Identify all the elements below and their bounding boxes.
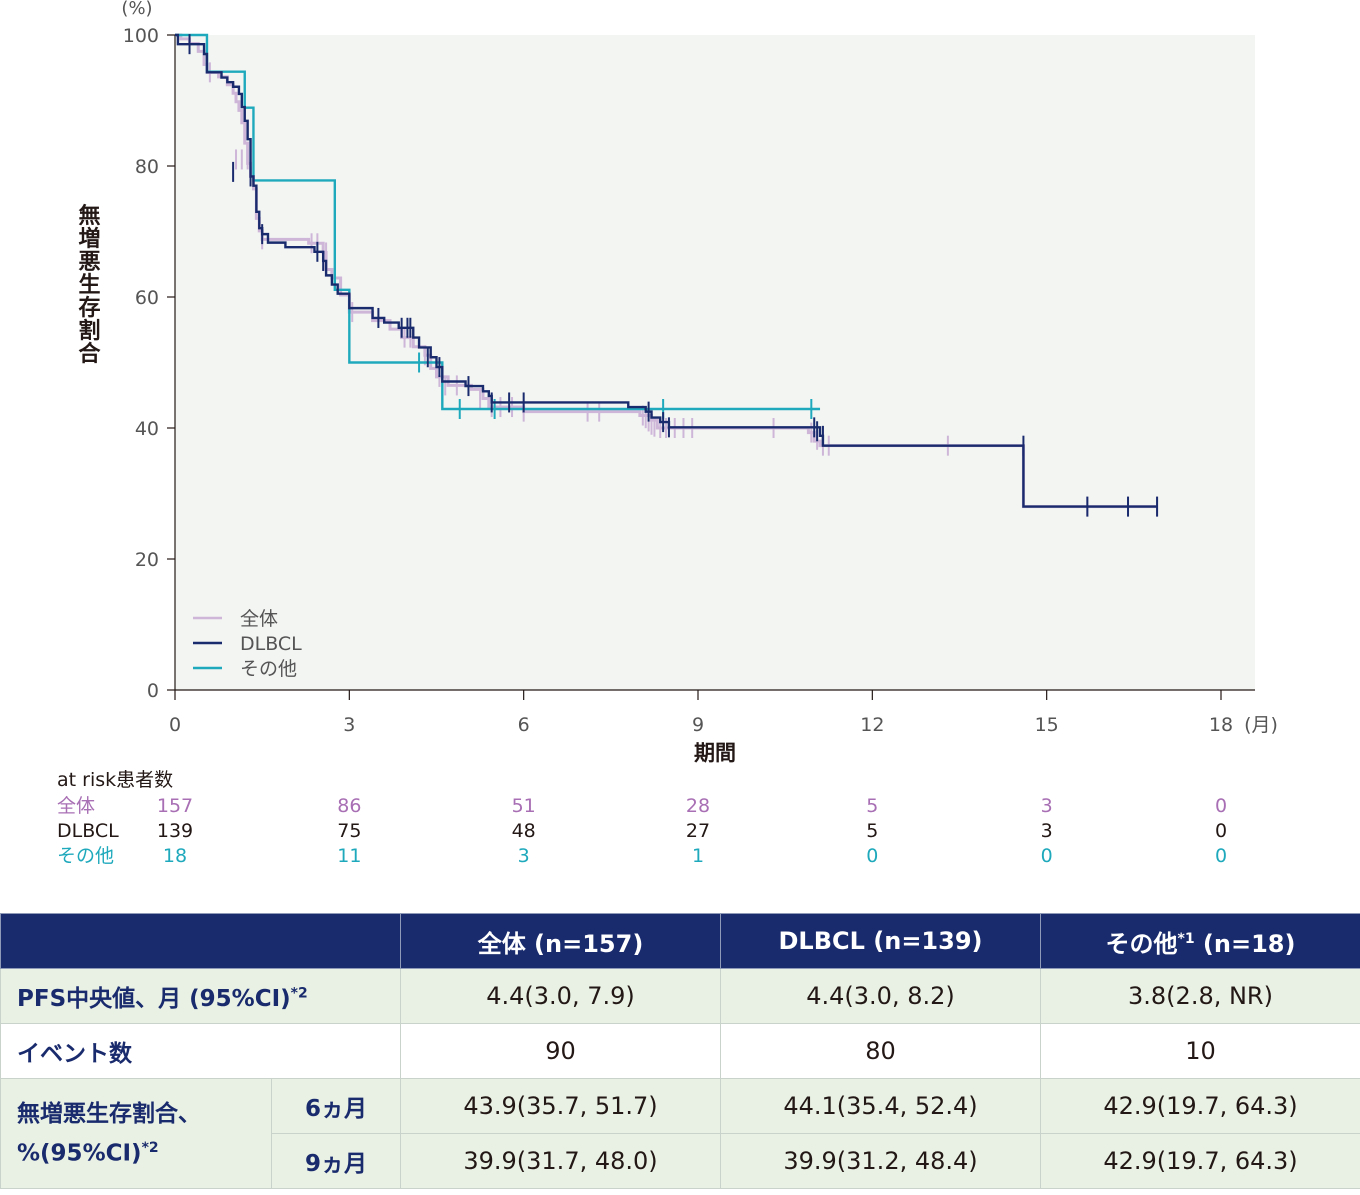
legend-label: DLBCL <box>240 633 302 655</box>
x-tick-label: 12 <box>860 714 884 736</box>
events-dlbcl: 80 <box>720 1023 1041 1079</box>
pfs-dlbcl: 4.4(3.0, 8.2) <box>720 968 1041 1024</box>
header-other: その他*1 (n=18) <box>1040 913 1360 969</box>
pfs-footnote: *2 <box>290 985 308 1002</box>
at-risk-value: 48 <box>512 820 536 842</box>
at-risk-value: 0 <box>866 845 878 867</box>
at-risk-row-label: その他 <box>57 845 114 867</box>
at-risk-value: 51 <box>512 795 536 817</box>
km-curve-全体 <box>175 33 1158 509</box>
rate-6m-overall: 43.9(35.7, 51.7) <box>400 1078 721 1134</box>
at-risk-value: 157 <box>157 795 193 817</box>
y-unit-label: (%) <box>121 0 152 19</box>
y-axis-title: 無増悪生存割合 <box>75 203 101 365</box>
y-tick-label: 40 <box>135 418 159 440</box>
pfs-median-label-text: PFS中央値、月 (95%CI) <box>17 986 291 1012</box>
at-risk-value: 5 <box>866 820 878 842</box>
pfs-rate-footnote: *2 <box>141 1139 159 1156</box>
at-risk-value: 0 <box>1215 795 1227 817</box>
x-axis-title: 期間 <box>694 741 736 765</box>
header-other-n: (n=18) <box>1194 929 1296 958</box>
at-risk-value: 0 <box>1041 845 1053 867</box>
rate-6m-dlbcl: 44.1(35.4, 52.4) <box>720 1078 1041 1134</box>
at-risk-value: 27 <box>686 820 710 842</box>
x-unit-label: (月) <box>1244 714 1278 736</box>
legend-label: その他 <box>240 658 297 680</box>
pfs-median-label: PFS中央値、月 (95%CI)*2 <box>0 968 401 1024</box>
plot-background <box>175 35 1255 690</box>
at-risk-title: at risk患者数 <box>57 769 173 791</box>
summary-header-row: 全体 (n=157) DLBCL (n=139) その他*1 (n=18) <box>0 913 1360 969</box>
y-tick-label: 100 <box>123 25 159 47</box>
at-risk-value: 75 <box>337 820 361 842</box>
at-risk-value: 1 <box>692 845 704 867</box>
x-tick-label: 3 <box>343 714 355 736</box>
at-risk-value: 18 <box>163 845 187 867</box>
at-risk-value: 86 <box>337 795 361 817</box>
km-curve-DLBCL <box>175 33 1158 508</box>
pfs-other: 3.8(2.8, NR) <box>1040 968 1360 1024</box>
at-risk-value: 139 <box>157 820 193 842</box>
legend: 全体 DLBCL その他 <box>193 608 302 680</box>
summary-table: 全体 (n=157) DLBCL (n=139) その他*1 (n=18) PF… <box>0 913 1360 1189</box>
rate-6m-other: 42.9(19.7, 64.3) <box>1040 1078 1360 1134</box>
at-risk-value: 3 <box>1041 820 1053 842</box>
at-risk-value: 3 <box>518 845 530 867</box>
x-tick-label: 18 <box>1209 714 1233 736</box>
header-overall: 全体 (n=157) <box>400 913 721 969</box>
at-risk-value: 0 <box>1215 820 1227 842</box>
x-axis: 0 3 6 9 12 15 18 (月) 期間 <box>169 689 1278 765</box>
rate-9m-dlbcl: 39.9(31.2, 48.4) <box>720 1133 1041 1189</box>
x-tick-label: 6 <box>518 714 530 736</box>
header-dlbcl: DLBCL (n=139) <box>720 913 1041 969</box>
pfs-rate-label-line2-text: %(95%CI) <box>17 1140 142 1167</box>
at-risk-value: 3 <box>1041 795 1053 817</box>
rate-9m-overall: 39.9(31.7, 48.0) <box>400 1133 721 1189</box>
at-risk-value: 0 <box>1215 845 1227 867</box>
header-other-footnote: *1 <box>1177 930 1195 947</box>
series-layer <box>175 33 1159 517</box>
series-DLBCL <box>175 33 1159 517</box>
y-axis: 0 20 40 60 80 100 (%) 無増悪生存割合 <box>75 0 176 702</box>
pfs-overall: 4.4(3.0, 7.9) <box>400 968 721 1024</box>
y-tick-label: 20 <box>135 549 159 571</box>
at-risk-value: 5 <box>866 795 878 817</box>
legend-label: 全体 <box>240 608 278 630</box>
rate-9m-other: 42.9(19.7, 64.3) <box>1040 1133 1360 1189</box>
header-blank <box>0 913 401 969</box>
header-other-label: その他 <box>1105 929 1178 958</box>
at-risk-row-label: DLBCL <box>57 820 119 842</box>
events-label: イベント数 <box>0 1023 401 1079</box>
x-tick-label: 9 <box>692 714 704 736</box>
pfs-rate-label-line1: 無増悪生存割合、 <box>17 1100 201 1127</box>
events-other: 10 <box>1040 1023 1360 1079</box>
at-risk-value: 11 <box>337 845 361 867</box>
y-tick-label: 60 <box>135 287 159 309</box>
series-全体 <box>175 33 1159 517</box>
x-tick-label: 0 <box>169 714 181 736</box>
events-overall: 90 <box>400 1023 721 1079</box>
rate-6m-row: 無増悪生存割合、 %(95%CI)*2 6ヵ月 43.9(35.7, 51.7)… <box>0 1078 1360 1189</box>
month-9-label: 9ヵ月 <box>271 1133 401 1189</box>
y-tick-label: 80 <box>135 156 159 178</box>
pfs-rate-label: 無増悪生存割合、 %(95%CI)*2 <box>0 1078 272 1189</box>
events-row: イベント数 90 80 10 <box>0 1023 1360 1079</box>
y-tick-label: 0 <box>147 680 159 702</box>
pfs-rate-label-line2: %(95%CI)*2 <box>17 1131 271 1171</box>
month-6-label: 6ヵ月 <box>271 1078 401 1134</box>
at-risk-row-label: 全体 <box>57 795 95 817</box>
at-risk-value: 28 <box>686 795 710 817</box>
rate-9m-row: 9ヵ月 39.9(31.7, 48.0) 39.9(31.2, 48.4) 42… <box>1 1133 1360 1189</box>
pfs-median-row: PFS中央値、月 (95%CI)*2 4.4(3.0, 7.9) 4.4(3.0… <box>0 968 1360 1024</box>
x-tick-label: 15 <box>1035 714 1059 736</box>
